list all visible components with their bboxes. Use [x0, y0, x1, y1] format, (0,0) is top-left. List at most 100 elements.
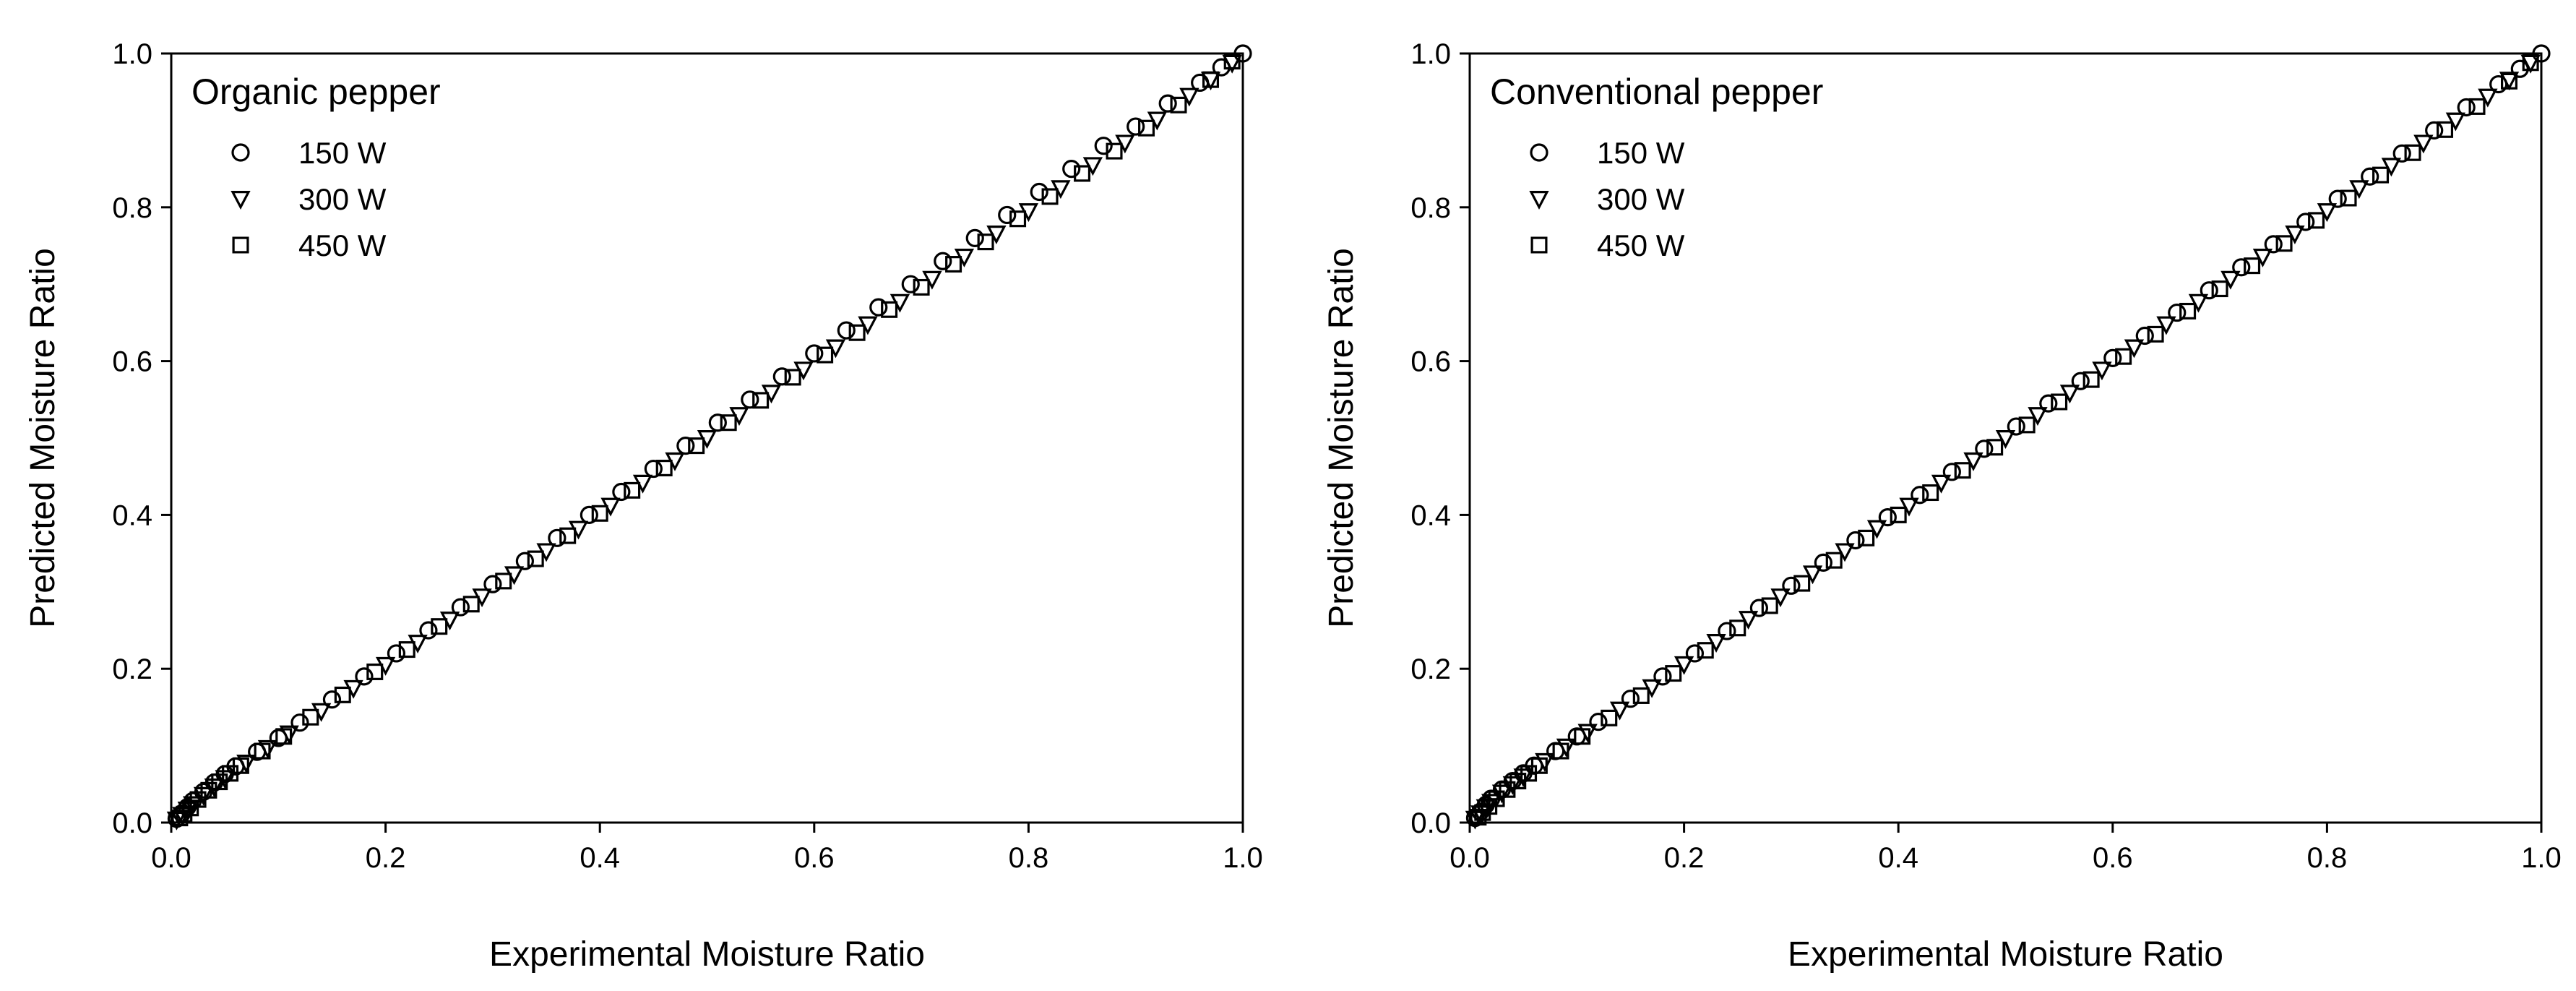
data-point — [2147, 325, 2164, 343]
data-point — [1942, 463, 1961, 481]
data-point — [1761, 597, 1778, 614]
data-point — [1858, 529, 1875, 546]
data-point — [2264, 235, 2283, 254]
data-point — [171, 810, 189, 827]
data-point — [1577, 724, 1598, 743]
plot-frame — [170, 52, 1244, 824]
data-point — [1179, 87, 1199, 107]
legend: 150 W 300 W 450 W — [1529, 136, 1685, 262]
y-tick-label: 0.2 — [1410, 653, 1451, 685]
data-point — [1975, 439, 1994, 458]
data-point — [1502, 776, 1522, 795]
data-point — [2275, 235, 2293, 252]
data-point — [772, 367, 791, 386]
y-tick-label: 0.2 — [112, 653, 152, 685]
series-450-w — [1470, 54, 2539, 826]
panel-title: Organic pepper — [191, 72, 441, 112]
data-point — [193, 786, 214, 806]
series-450-w — [171, 53, 1241, 827]
y-tick-label: 0.4 — [112, 499, 152, 531]
legend-marker — [1529, 191, 1549, 210]
data-point — [2413, 134, 2434, 154]
data-point — [881, 301, 898, 318]
x-tick-label: 0.8 — [1009, 842, 1049, 874]
data-point — [2168, 303, 2187, 322]
data-point — [2361, 167, 2379, 186]
data-point — [784, 369, 801, 386]
data-point — [2028, 407, 2048, 426]
data-point — [1749, 599, 1769, 617]
data-point — [1552, 742, 1569, 760]
x-tick-label: 0.6 — [2093, 842, 2133, 874]
data-point — [2051, 393, 2068, 411]
data-point — [2437, 121, 2454, 138]
data-point — [311, 703, 332, 722]
data-point — [495, 572, 512, 590]
data-point — [559, 527, 577, 544]
data-point — [527, 550, 544, 567]
data-point — [1106, 142, 1123, 160]
data-point — [1470, 809, 1487, 826]
data-point — [1697, 642, 1714, 659]
data-point — [515, 552, 534, 570]
data-point — [2317, 203, 2338, 223]
data-point — [200, 781, 217, 799]
series-300-w — [1465, 54, 2541, 830]
data-point — [1222, 54, 1242, 74]
data-point — [2179, 302, 2197, 319]
data-point — [2220, 270, 2241, 290]
x-tick-label: 0.4 — [580, 842, 620, 874]
legend-label: 450 W — [298, 228, 387, 262]
data-point — [2425, 121, 2444, 140]
data-point — [275, 728, 293, 745]
data-point — [1009, 210, 1027, 228]
data-point — [204, 778, 224, 797]
y-tick-label: 1.0 — [112, 38, 152, 70]
x-axis-title: Experimental Moisture Ratio — [1788, 935, 2223, 974]
data-point — [2532, 44, 2551, 63]
data-point — [2103, 348, 2122, 367]
data-point — [965, 228, 984, 247]
data-point — [1653, 667, 1672, 686]
data-point — [1802, 565, 1823, 585]
x-tick-label: 0.2 — [1664, 842, 1705, 874]
data-point — [1782, 576, 1801, 595]
y-axis-title: Predicted Moisture Ratio — [24, 248, 62, 628]
x-axis-title: Experimental Moisture Ratio — [489, 935, 925, 974]
data-point — [257, 739, 278, 759]
data-point — [1729, 619, 1746, 637]
data-point — [1041, 188, 1059, 205]
data-point — [998, 205, 1017, 225]
data-point — [945, 256, 962, 273]
data-point — [1621, 690, 1640, 708]
x-tick-label: 0.4 — [1878, 842, 1918, 874]
data-point — [1825, 552, 1843, 569]
data-point — [837, 321, 856, 340]
data-point — [1718, 622, 1736, 640]
data-point — [741, 390, 759, 409]
x-tick-label: 1.0 — [1223, 842, 1263, 874]
data-point — [2082, 371, 2100, 388]
data-point — [720, 414, 737, 432]
data-point — [215, 770, 235, 789]
data-point — [848, 324, 866, 341]
data-point — [1127, 117, 1145, 136]
data-point — [2468, 98, 2486, 115]
data-point — [1911, 486, 1929, 505]
data-point — [2340, 189, 2357, 207]
data-point — [232, 757, 249, 774]
y-tick-label: 0.8 — [112, 192, 152, 224]
data-point — [644, 459, 663, 479]
y-tick-label: 0.6 — [1410, 346, 1451, 378]
data-point — [1738, 611, 1759, 630]
data-point — [1673, 656, 1694, 675]
data-point — [591, 505, 608, 522]
y-tick-label: 0.4 — [1410, 499, 1451, 531]
data-point — [1491, 784, 1512, 804]
data-point — [290, 713, 309, 732]
data-point — [189, 791, 207, 808]
data-point — [431, 618, 448, 635]
data-point — [322, 690, 342, 709]
x-tick-label: 0.6 — [794, 842, 835, 874]
data-point — [676, 437, 695, 455]
